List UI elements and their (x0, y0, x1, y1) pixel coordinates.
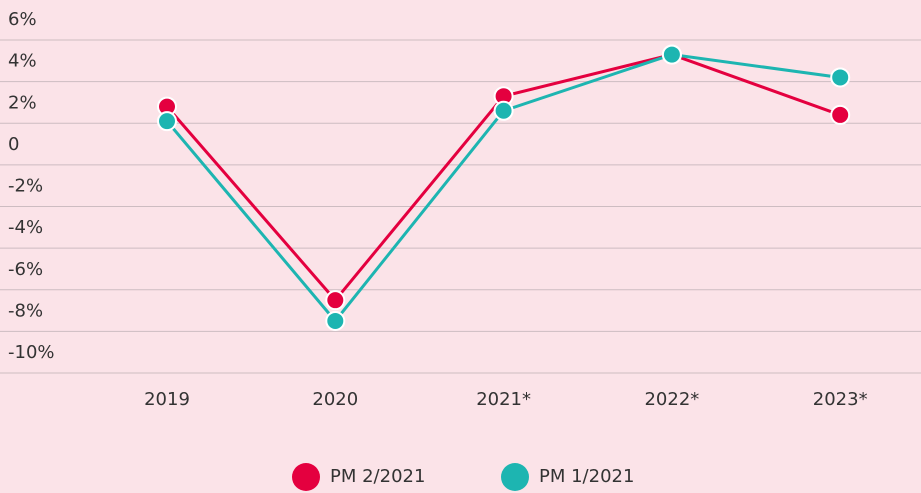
y-tick-label: -8% (8, 300, 43, 321)
y-tick-label: 6% (8, 9, 37, 30)
data-point (325, 290, 346, 311)
legend-label: PM 2/2021 (330, 466, 425, 487)
y-tick-label: 0 (8, 134, 19, 155)
y-tick-label: -6% (8, 259, 43, 280)
y-tick-label: -4% (8, 217, 43, 238)
data-point (830, 104, 851, 125)
data-point (157, 111, 177, 132)
x-tick-label: 2019 (144, 389, 190, 410)
data-point (661, 44, 682, 65)
y-tick-label: 2% (8, 92, 37, 113)
y-tick-label: 4% (8, 51, 37, 72)
legend-swatch (501, 463, 529, 491)
legend-swatch (292, 463, 320, 491)
legend-label: PM 1/2021 (539, 466, 634, 487)
x-tick-label: 2023* (813, 389, 868, 410)
x-tick-label: 2022* (644, 389, 699, 410)
x-tick-label: 2020 (312, 389, 358, 410)
data-point (493, 100, 514, 121)
y-tick-label: -10% (8, 342, 55, 363)
data-point (830, 67, 851, 88)
x-tick-label: 2021* (476, 389, 531, 410)
data-point (325, 310, 346, 331)
y-tick-label: -2% (8, 176, 43, 197)
